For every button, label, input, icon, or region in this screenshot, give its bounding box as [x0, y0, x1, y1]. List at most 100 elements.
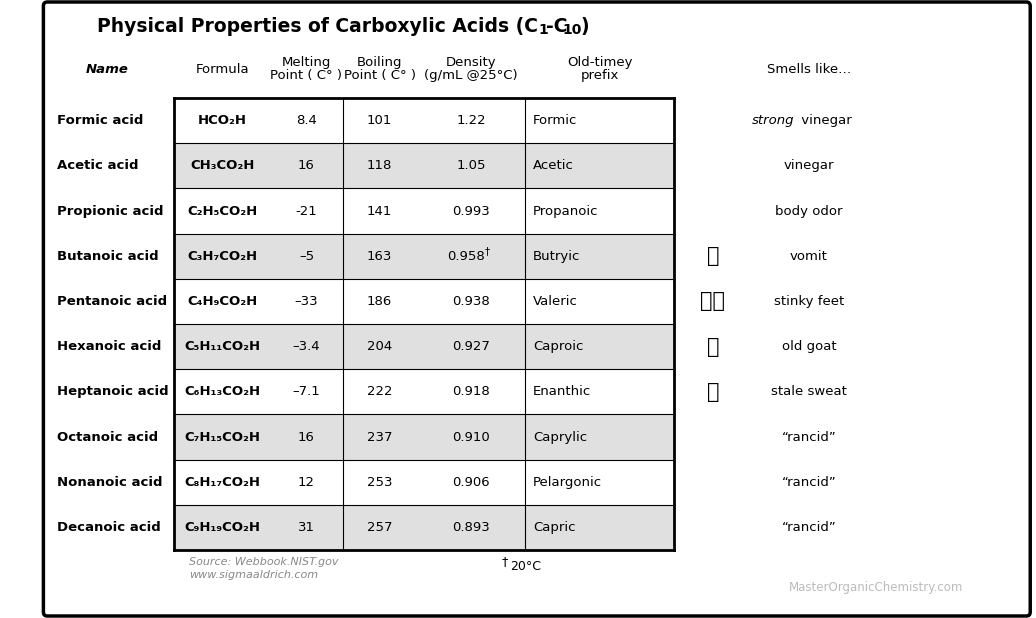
Text: 🦗🦗: 🦗🦗 [700, 292, 725, 311]
Text: -21: -21 [295, 205, 317, 218]
Text: 8.4: 8.4 [296, 114, 317, 127]
Text: vomit: vomit [790, 250, 828, 263]
Text: C₃H₇CO₂H: C₃H₇CO₂H [188, 250, 257, 263]
Text: 🥵: 🥵 [707, 382, 719, 402]
Text: 16: 16 [298, 431, 315, 444]
Bar [174, 460, 674, 505]
Text: “rancid”: “rancid” [781, 431, 836, 444]
Text: Source: Webbook.NIST.gov: Source: Webbook.NIST.gov [189, 557, 338, 567]
Text: Boiling: Boiling [356, 56, 402, 69]
Text: 101: 101 [367, 114, 393, 127]
Text: Smells like…: Smells like… [767, 62, 852, 75]
Text: ): ) [580, 17, 588, 35]
Text: –5: –5 [299, 250, 314, 263]
Text: 222: 222 [367, 385, 393, 398]
Text: C₈H₁₇CO₂H: C₈H₁₇CO₂H [184, 476, 260, 489]
Text: 0.958: 0.958 [448, 250, 485, 263]
FancyBboxPatch shape [44, 2, 1030, 616]
Text: Enanthic: Enanthic [533, 385, 592, 398]
Text: C₇H₁₅CO₂H: C₇H₁₅CO₂H [184, 431, 260, 444]
Text: 31: 31 [298, 521, 315, 534]
Text: C₉H₁₉CO₂H: C₉H₁₉CO₂H [184, 521, 260, 534]
Text: CH₃CO₂H: CH₃CO₂H [191, 159, 255, 172]
Text: †: † [501, 556, 508, 569]
Text: †: † [485, 246, 490, 256]
Text: Point ( C° ): Point ( C° ) [344, 69, 415, 82]
Bar [174, 188, 674, 234]
Text: 0.918: 0.918 [452, 385, 490, 398]
Text: Propionic acid: Propionic acid [57, 205, 164, 218]
Text: Name: Name [85, 62, 128, 75]
Text: 0.910: 0.910 [452, 431, 490, 444]
Text: “rancid”: “rancid” [781, 476, 836, 489]
Text: stale sweat: stale sweat [771, 385, 847, 398]
Text: -C: -C [546, 17, 568, 35]
Text: Octanoic acid: Octanoic acid [57, 431, 157, 444]
Text: Point ( C° ): Point ( C° ) [270, 69, 343, 82]
Text: Acetic acid: Acetic acid [57, 159, 139, 172]
Text: Pentanoic acid: Pentanoic acid [57, 295, 167, 308]
Text: –3.4: –3.4 [292, 340, 320, 353]
Text: 141: 141 [367, 205, 393, 218]
Text: Melting: Melting [282, 56, 332, 69]
Text: C₄H₉CO₂H: C₄H₉CO₂H [188, 295, 257, 308]
Text: C₂H₅CO₂H: C₂H₅CO₂H [188, 205, 257, 218]
Text: 0.893: 0.893 [452, 521, 490, 534]
Text: 1.05: 1.05 [456, 159, 486, 172]
Text: vinegar: vinegar [797, 114, 852, 127]
Text: 🐐: 🐐 [707, 337, 719, 357]
Text: C₅H₁₁CO₂H: C₅H₁₁CO₂H [184, 340, 260, 353]
Text: Formula: Formula [196, 62, 249, 75]
Text: vinegar: vinegar [784, 159, 834, 172]
Text: HCO₂H: HCO₂H [198, 114, 247, 127]
Text: Caprylic: Caprylic [533, 431, 587, 444]
Text: old goat: old goat [782, 340, 836, 353]
Text: Valeric: Valeric [533, 295, 578, 308]
Text: 253: 253 [367, 476, 393, 489]
Text: body odor: body odor [775, 205, 842, 218]
Bar [174, 369, 674, 415]
Text: Heptanoic acid: Heptanoic acid [57, 385, 169, 398]
Text: 118: 118 [367, 159, 393, 172]
Text: Formic: Formic [533, 114, 577, 127]
Text: 10: 10 [563, 22, 582, 36]
Text: Density: Density [445, 56, 496, 69]
Text: 163: 163 [367, 250, 393, 263]
Text: Capric: Capric [533, 521, 575, 534]
Bar [174, 143, 674, 188]
Text: 20°C: 20°C [510, 559, 541, 572]
Text: 186: 186 [367, 295, 393, 308]
Text: Nonanoic acid: Nonanoic acid [57, 476, 163, 489]
Text: 204: 204 [367, 340, 393, 353]
Text: prefix: prefix [580, 69, 618, 82]
Text: Formic acid: Formic acid [57, 114, 143, 127]
Text: 0.938: 0.938 [452, 295, 490, 308]
Text: 16: 16 [298, 159, 315, 172]
Bar [174, 324, 674, 369]
Text: 0.927: 0.927 [452, 340, 490, 353]
Text: –7.1: –7.1 [292, 385, 320, 398]
Bar [174, 279, 674, 324]
Text: 0.906: 0.906 [452, 476, 490, 489]
Text: 🤢: 🤢 [707, 246, 719, 266]
Text: Hexanoic acid: Hexanoic acid [57, 340, 162, 353]
Text: Butanoic acid: Butanoic acid [57, 250, 159, 263]
Text: strong: strong [752, 114, 795, 127]
Text: 1: 1 [539, 22, 548, 36]
Text: C₆H₁₃CO₂H: C₆H₁₃CO₂H [184, 385, 260, 398]
Text: 237: 237 [367, 431, 393, 444]
Text: 1.22: 1.22 [456, 114, 486, 127]
Text: Decanoic acid: Decanoic acid [57, 521, 161, 534]
Text: stinky feet: stinky feet [774, 295, 844, 308]
Bar [174, 98, 674, 143]
Text: Pelargonic: Pelargonic [533, 476, 602, 489]
Bar [174, 505, 674, 550]
Bar [174, 234, 674, 279]
Text: 12: 12 [298, 476, 315, 489]
Text: (g/mL @25°C): (g/mL @25°C) [424, 69, 518, 82]
Text: www.sigmaaldrich.com: www.sigmaaldrich.com [189, 570, 318, 580]
Text: Old-timey: Old-timey [567, 56, 633, 69]
Bar [174, 415, 674, 460]
Text: Acetic: Acetic [533, 159, 574, 172]
Text: Propanoic: Propanoic [533, 205, 599, 218]
